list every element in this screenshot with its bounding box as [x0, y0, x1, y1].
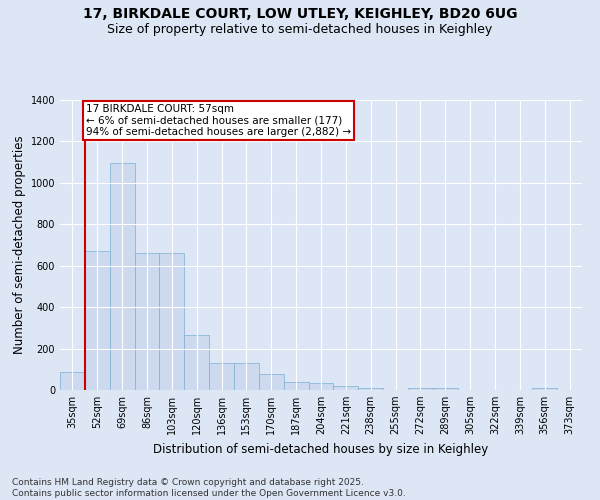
Bar	[532, 388, 557, 390]
Text: Size of property relative to semi-detached houses in Keighley: Size of property relative to semi-detach…	[107, 22, 493, 36]
Bar	[433, 388, 458, 390]
Y-axis label: Number of semi-detached properties: Number of semi-detached properties	[13, 136, 26, 354]
Bar	[209, 363, 234, 390]
Text: 17 BIRKDALE COURT: 57sqm
← 6% of semi-detached houses are smaller (177)
94% of s: 17 BIRKDALE COURT: 57sqm ← 6% of semi-de…	[86, 104, 351, 138]
Text: Distribution of semi-detached houses by size in Keighley: Distribution of semi-detached houses by …	[154, 442, 488, 456]
Bar	[334, 386, 358, 390]
Bar	[259, 374, 284, 390]
Bar	[184, 335, 209, 390]
Text: 17, BIRKDALE COURT, LOW UTLEY, KEIGHLEY, BD20 6UG: 17, BIRKDALE COURT, LOW UTLEY, KEIGHLEY,…	[83, 8, 517, 22]
Bar	[308, 383, 334, 390]
Bar	[408, 388, 433, 390]
Bar	[134, 254, 160, 390]
Bar	[358, 388, 383, 390]
Bar	[284, 382, 308, 390]
Bar	[160, 254, 184, 390]
Bar	[85, 251, 110, 390]
Bar	[60, 372, 85, 390]
Bar	[234, 363, 259, 390]
Bar	[110, 163, 134, 390]
Text: Contains HM Land Registry data © Crown copyright and database right 2025.
Contai: Contains HM Land Registry data © Crown c…	[12, 478, 406, 498]
